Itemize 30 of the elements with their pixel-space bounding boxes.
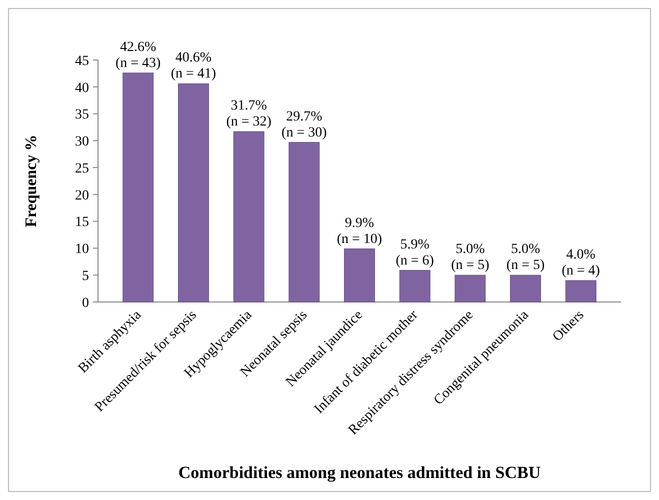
bar bbox=[399, 270, 430, 302]
y-tick-label: 15 bbox=[75, 215, 89, 230]
data-label: 42.6% (n = 43) bbox=[116, 40, 162, 71]
bar bbox=[344, 248, 375, 302]
y-tick-label: 45 bbox=[75, 54, 89, 69]
bar bbox=[122, 72, 154, 302]
data-label: 5.0% (n = 5) bbox=[451, 242, 490, 274]
x-axis-title: Comorbidities among neonates admitted in SCBU bbox=[178, 463, 541, 482]
bar bbox=[178, 83, 209, 302]
y-tick-label: 5 bbox=[82, 269, 89, 284]
bar bbox=[454, 274, 486, 302]
y-tick-label: 20 bbox=[75, 188, 89, 204]
bar bbox=[565, 280, 596, 302]
data-label: 29.7% (n = 30) bbox=[282, 109, 328, 140]
y-tick-label: 30 bbox=[75, 134, 89, 150]
data-label: 9.9% (n = 10) bbox=[336, 216, 382, 247]
bar bbox=[233, 131, 264, 302]
data-label: 40.6% (n = 41) bbox=[170, 50, 216, 82]
y-tick-label: 35 bbox=[75, 108, 89, 123]
y-tick-label: 25 bbox=[75, 161, 89, 176]
y-tick-label: 40 bbox=[75, 80, 89, 96]
y-tick-label: 10 bbox=[75, 242, 89, 258]
bar bbox=[288, 142, 320, 302]
y-axis-title: Frequency % bbox=[23, 134, 40, 228]
data-label: 5.9% (n = 6) bbox=[396, 237, 434, 268]
data-label: 4.0% (n = 4) bbox=[562, 247, 600, 278]
data-label: 31.7% (n = 32) bbox=[226, 98, 272, 130]
y-tick-label: 0 bbox=[82, 296, 89, 311]
data-label: 5.0% (n = 5) bbox=[506, 242, 545, 274]
bar bbox=[510, 274, 541, 302]
